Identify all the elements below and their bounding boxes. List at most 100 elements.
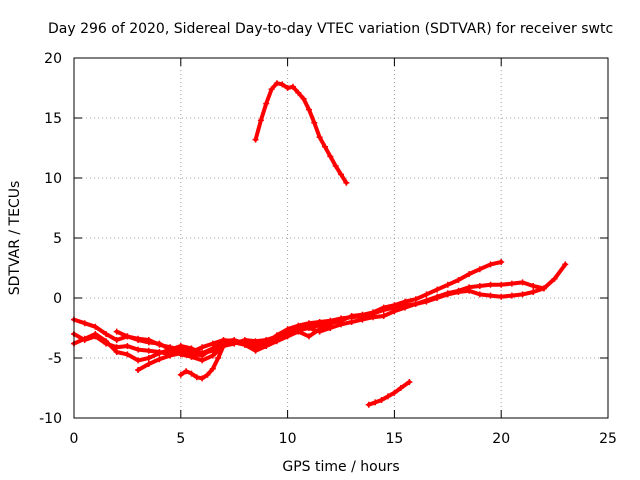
data-point [406,379,413,385]
data-point [332,163,339,169]
data-point [343,179,350,186]
data-point [124,351,131,358]
data-point [273,80,280,87]
data-point [338,321,344,328]
data-point [295,322,302,329]
data-point [145,355,152,361]
data-point [81,320,88,327]
data-point [508,292,515,299]
data-point [252,338,259,345]
data-point [241,341,248,348]
y-tick-label: -10 [39,411,62,427]
y-tick-label: 0 [53,291,62,307]
data-point [316,319,323,325]
data-point [103,331,110,337]
data-point [188,370,195,377]
chart-title: Day 296 of 2020, Sidereal Day-to-day VTE… [48,21,613,37]
data-point [279,81,286,88]
data-point [252,136,259,143]
data-point [434,295,441,301]
data-point [466,287,473,294]
x-axis-label: GPS time / hours [282,459,399,475]
data-point [384,393,391,400]
data-point [444,291,451,298]
data-point [113,337,120,343]
data-point [289,83,296,90]
data-point [311,119,318,126]
data-point [423,298,430,305]
data-point [372,399,379,406]
data-point [268,86,275,93]
data-point [348,319,355,325]
x-tick-label: 5 [176,431,185,447]
data-point [188,345,195,352]
data-point [177,343,184,349]
y-tick-label: 5 [53,231,62,247]
data-point [455,277,462,283]
data-point [327,153,334,160]
data-point [252,347,259,354]
data-point [231,339,238,346]
data-point [380,307,387,313]
data-point [295,328,302,335]
data-point [135,346,142,353]
series-line-arc-7 [253,81,349,185]
data-point [209,365,216,372]
data-point [476,266,483,273]
data-point [316,326,323,333]
y-tick-label: 10 [44,171,62,187]
data-point [305,106,312,113]
data-point [209,352,216,359]
data-point [397,385,404,391]
data-point [551,275,558,282]
data-point [540,285,547,292]
data-point [284,333,291,340]
data-point [305,320,312,327]
data-point [204,371,211,378]
data-point [193,374,200,381]
data-point [498,259,505,265]
data-point [476,291,483,298]
data-point [316,134,323,141]
data-point [92,331,99,337]
data-point [92,323,99,330]
data-point [338,171,344,178]
data-point [145,347,152,354]
data-point [370,314,377,321]
data-point [284,85,291,91]
data-point [199,350,206,357]
data-point [455,289,462,295]
data-point [412,301,419,307]
data-point [113,328,120,335]
data-point [177,350,184,357]
data-point [284,326,291,333]
data-point [391,389,398,396]
data-point [498,293,505,300]
data-point [135,337,142,343]
data-point [519,279,526,286]
data-point [530,289,537,295]
x-tick-label: 0 [70,431,79,447]
data-point [273,332,280,339]
data-point [305,333,312,340]
data-point [487,281,494,288]
data-point [156,356,163,363]
data-point [167,352,174,359]
data-point [273,338,280,345]
data-point [156,350,163,357]
data-point [199,375,206,382]
data-point [215,355,222,361]
data-point [135,367,142,373]
data-point [199,357,206,364]
data-point [359,316,366,323]
data-point [321,143,328,150]
data-point [220,343,227,349]
data-point [167,346,174,353]
x-tick-label: 15 [385,431,403,447]
data-point [199,344,206,351]
data-point [145,339,152,346]
data-point [327,323,334,330]
data-point [402,304,409,311]
y-tick-label: 15 [44,111,62,127]
